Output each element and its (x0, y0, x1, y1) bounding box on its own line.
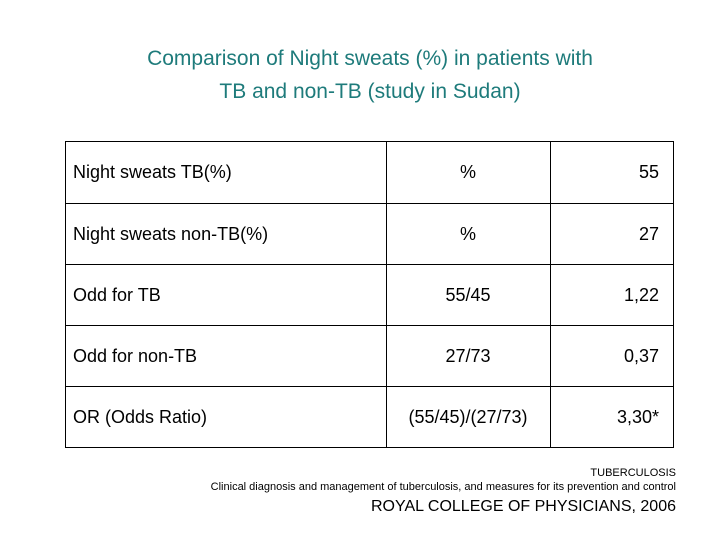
table-row: Odd for TB 55/45 1,22 (65, 264, 675, 326)
table-row: Odd for non-TB 27/73 0,37 (65, 325, 675, 387)
row-calculation: % (385, 141, 551, 204)
slide-title-line-2: TB and non-TB (study in Sudan) (219, 80, 521, 103)
row-label: Odd for non-TB (65, 325, 387, 387)
row-label: OR (Odds Ratio) (65, 386, 387, 448)
table-row: Night sweats TB(%) % 55 (65, 141, 675, 204)
row-value: 0,37 (549, 325, 675, 387)
row-value: 55 (549, 141, 675, 204)
source-publisher: ROYAL COLLEGE OF PHYSICIANS, 2006 (371, 498, 676, 515)
row-calculation: 55/45 (385, 264, 551, 326)
odds-ratio-table: Night sweats TB(%) % 55 Night sweats non… (65, 141, 675, 448)
source-citation: TUBERCULOSIS Clinical diagnosis and mana… (211, 466, 676, 518)
source-topic: TUBERCULOSIS (590, 467, 676, 479)
slide-title-line-1: Comparison of Night sweats (%) in patien… (147, 47, 593, 70)
row-value: 1,22 (549, 264, 675, 326)
row-calculation: % (385, 203, 551, 265)
row-value: 3,30* (549, 386, 675, 448)
row-value: 27 (549, 203, 675, 265)
table-row: OR (Odds Ratio) (55/45)/(27/73) 3,30* (65, 386, 675, 448)
row-label: Odd for TB (65, 264, 387, 326)
slide-title: Comparison of Night sweats (%) in patien… (40, 42, 700, 108)
row-label: Night sweats non-TB(%) (65, 203, 387, 265)
row-label: Night sweats TB(%) (65, 141, 387, 204)
source-document-title: Clinical diagnosis and management of tub… (210, 481, 676, 493)
table-row: Night sweats non-TB(%) % 27 (65, 203, 675, 265)
row-calculation: (55/45)/(27/73) (385, 386, 551, 448)
row-calculation: 27/73 (385, 325, 551, 387)
